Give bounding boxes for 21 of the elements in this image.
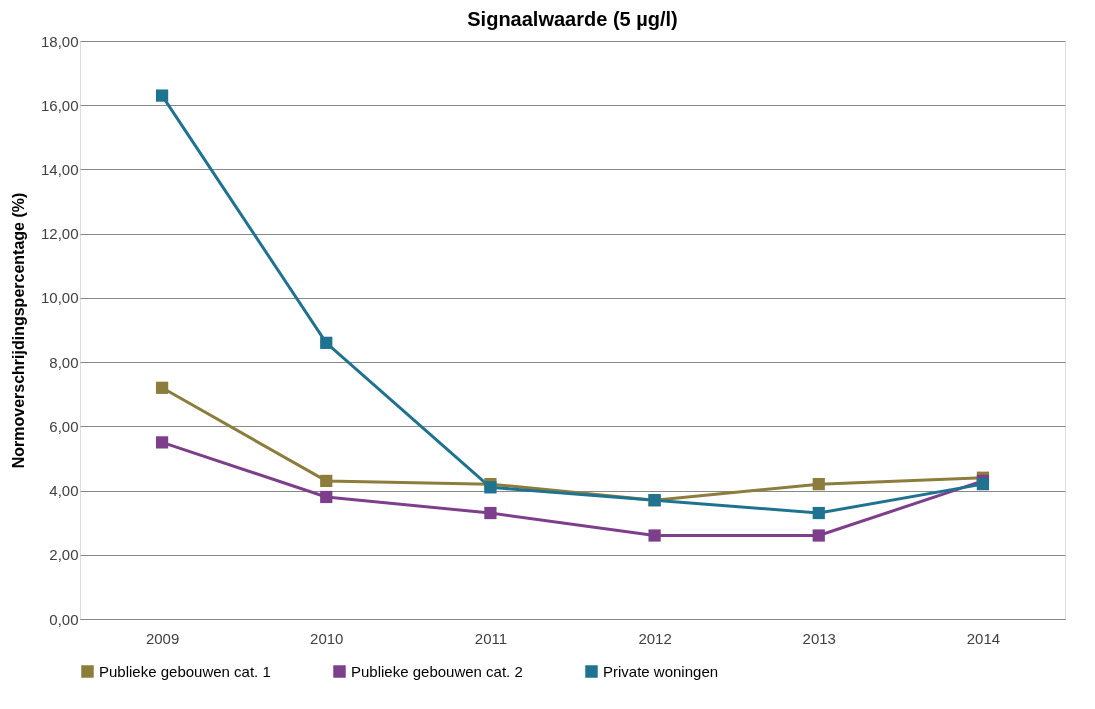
- y-tick-label: 18,00: [40, 32, 79, 50]
- legend-label: Publieke gebouwen cat. 1: [99, 662, 271, 680]
- chart-title: Signaalwaarde (5 µg/l): [467, 8, 678, 30]
- x-tick-label: 2011: [474, 629, 508, 647]
- y-tick-label: 4,00: [49, 482, 79, 500]
- x-tick-label: 2013: [802, 629, 836, 647]
- y-tick-label: 14,00: [40, 160, 79, 178]
- y-tick-label: 0,00: [49, 610, 79, 628]
- y-axis-title: Normoverschrijdingspercentage (%): [9, 192, 27, 469]
- legend-label: Private woningen: [603, 662, 719, 680]
- x-tick-label: 2009: [145, 629, 180, 647]
- y-tick-label: 12,00: [40, 225, 79, 243]
- y-tick-label: 2,00: [49, 546, 79, 564]
- x-tick-label: 2010: [310, 629, 344, 647]
- y-tick-label: 16,00: [40, 96, 79, 114]
- legend-label: Publieke gebouwen cat. 2: [351, 662, 523, 680]
- x-tick-label: 2012: [638, 629, 672, 647]
- y-tick-label: 10,00: [40, 289, 79, 307]
- x-tick-label: 2014: [966, 629, 1001, 647]
- y-tick-label: 8,00: [49, 353, 79, 371]
- y-tick-label: 6,00: [49, 417, 79, 435]
